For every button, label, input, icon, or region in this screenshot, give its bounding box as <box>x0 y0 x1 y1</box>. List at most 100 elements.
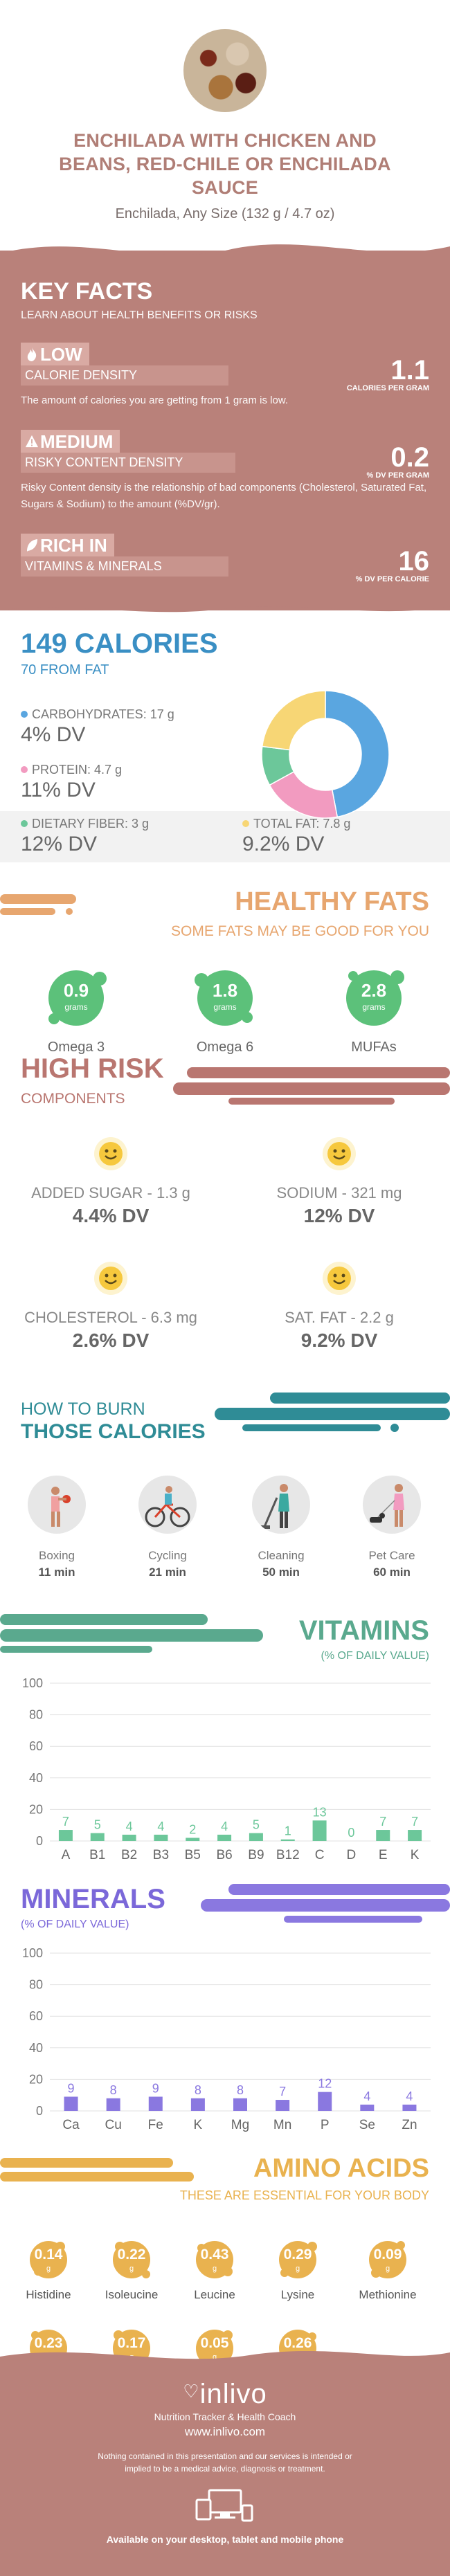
devices-icon <box>195 2489 253 2522</box>
smiley-icon <box>323 1137 356 1170</box>
amino-unit: g <box>212 2265 217 2273</box>
vitamins-title: VITAMINS <box>298 1615 429 1646</box>
boxing-icon <box>28 1476 86 1534</box>
healthy-fats-title: HEALTHY FATS <box>235 887 429 916</box>
bar-value-label: 13 <box>313 1805 327 1819</box>
bar-C <box>312 1820 327 1841</box>
bar-B12 <box>280 1839 295 1841</box>
smiley-icon <box>94 1262 127 1295</box>
bar-Se <box>360 2104 375 2111</box>
x-tick-label: Mn <box>273 2118 291 2132</box>
bar-value-label: 7 <box>279 2085 286 2098</box>
risk-cholesterol: CHOLESTEROL - 6.3 mg 2.6% DV <box>7 1261 215 1352</box>
bar-value-label: 4 <box>221 1820 228 1833</box>
y-tick-label: 20 <box>29 2072 43 2086</box>
x-tick-label: Cu <box>105 2118 122 2132</box>
vitamins-section: VITAMINS (% OF DAILY VALUE) 0 20 40 60 80 100… <box>0 1607 450 1884</box>
bar-B2 <box>122 1834 136 1841</box>
legend-dot <box>21 766 28 773</box>
amino-value: 0.17 <box>117 2335 146 2351</box>
wave-divider <box>0 594 450 613</box>
amino-acids-subtitle: THESE ARE ESSENTIAL FOR YOUR BODY <box>179 2188 429 2202</box>
food-image <box>183 29 267 112</box>
high-risk-section: HIGH RISK COMPONENTS ADDED SUGAR - 1.3 g… <box>0 1053 450 1393</box>
y-tick-label: 80 <box>29 1708 43 1722</box>
amino-histidine: 0.14 g Histidine <box>7 2237 90 2302</box>
y-tick-label: 60 <box>29 1739 43 1753</box>
y-tick-label: 20 <box>29 1802 43 1816</box>
x-tick-label: K <box>194 2118 203 2132</box>
bar-value-label: 8 <box>110 2083 117 2097</box>
x-tick-label: Ca <box>62 2118 80 2132</box>
donut-slice-total-fat <box>261 690 326 751</box>
cleaning-icon <box>252 1476 310 1534</box>
activity-boxing: Boxing 11 min <box>15 1476 98 1579</box>
amino-value: 0.29 <box>283 2247 312 2262</box>
fat-omega-3: 0.9 grams Omega 3 <box>28 963 125 1055</box>
amino-name: Leucine <box>194 2288 235 2301</box>
amino-value: 0.09 <box>373 2247 402 2262</box>
vitamins-bar-chart: 0 20 40 60 80 100 7 A 5 B1 4 B2 4 B3 2 B5 4 B6 5 B9 1 B12 13 C 0… <box>22 1676 431 1862</box>
risk-sat-fat: SAT. FAT - 2.2 g 9.2% DV <box>235 1261 443 1352</box>
x-tick-label: C <box>315 1848 325 1862</box>
amino-unit: g <box>212 2353 217 2361</box>
disclaimer: Nothing contained in this presentation a… <box>98 2451 352 2474</box>
header: ENCHILADA WITH CHICKEN AND BEANS, RED-CH… <box>0 29 450 251</box>
website-link[interactable]: www.inlivo.com <box>184 2425 266 2438</box>
bar-value-label: 5 <box>94 1818 101 1832</box>
y-tick-label: 100 <box>22 1946 43 1960</box>
x-tick-label: B6 <box>216 1848 232 1862</box>
high-risk-title: HIGH RISK <box>21 1053 164 1084</box>
x-tick-label: K <box>411 1848 420 1862</box>
legend-dot <box>21 711 28 718</box>
smiley-icon <box>323 1262 356 1295</box>
x-tick-label: Fe <box>148 2118 163 2132</box>
decorative-stripes <box>0 2158 194 2182</box>
pet-care-icon <box>363 1476 421 1534</box>
x-tick-label: B3 <box>153 1848 169 1862</box>
bar-value-label: 4 <box>126 1820 133 1833</box>
amino-unit: g <box>295 2265 300 2273</box>
x-tick-label: D <box>347 1848 357 1862</box>
fact-description: Risky Content density is the relationshi… <box>21 482 427 510</box>
minerals-subtitle: (% OF DAILY VALUE) <box>21 1919 129 1930</box>
y-tick-label: 40 <box>29 2041 43 2055</box>
macro-carbohydrates: CARBOHYDRATES: 17 g 4% DV <box>21 707 174 746</box>
fact-level: RICH IN <box>21 534 114 556</box>
amino-value: 0.14 <box>34 2247 63 2262</box>
heart-icon: ♡ <box>183 2381 200 2402</box>
bar-value-label: 7 <box>62 1815 69 1829</box>
x-tick-label: B5 <box>185 1848 201 1862</box>
y-tick-label: 0 <box>36 2104 43 2118</box>
fact-risky-density: MEDIUM RISKY CONTENT DENSITY 0.2 % DV PE… <box>21 430 429 513</box>
y-tick-label: 0 <box>36 1834 43 1848</box>
cycling-icon <box>138 1476 197 1534</box>
x-tick-label: B9 <box>248 1848 264 1862</box>
fact-vitamins-minerals: RICH IN VITAMINS & MINERALS 16 % DV PER … <box>21 534 429 583</box>
risk-sodium: SODIUM - 321 mg 12% DV <box>235 1136 443 1227</box>
activity-pet-care: Pet Care 60 min <box>350 1476 433 1579</box>
smiley-icon <box>94 1137 127 1170</box>
footer: ♡inlivo Nutrition Tracker & Health Coach… <box>0 2351 450 2576</box>
amino-lysine: 0.29 g Lysine <box>256 2237 339 2302</box>
key-facts-section: KEY FACTS LEARN ABOUT HEALTH BENEFITS OR… <box>0 244 450 610</box>
wave-divider <box>0 2351 450 2370</box>
bar-B1 <box>90 1833 105 1841</box>
x-tick-label: A <box>62 1848 71 1862</box>
serving-size: Enchilada, Any Size (132 g / 4.7 oz) <box>115 206 335 221</box>
x-tick-label: B2 <box>121 1848 137 1862</box>
amino-value: 0.05 <box>200 2335 229 2351</box>
decorative-stripes <box>0 894 76 915</box>
fact-value: 0.2 % DV PER GRAM <box>366 442 429 480</box>
bar-value-label: 0 <box>348 1826 354 1840</box>
macro-total-fat: TOTAL FAT: 7.8 g 9.2% DV <box>242 817 351 855</box>
x-tick-label: Se <box>359 2118 375 2132</box>
amino-name: Isoleucine <box>105 2288 159 2301</box>
decorative-stripes <box>173 1067 450 1105</box>
amino-acids-title: AMINO ACIDS <box>253 2154 429 2183</box>
inlivo-logo: ♡inlivo <box>183 2379 267 2409</box>
amino-leucine: 0.43 g Leucine <box>173 2237 256 2302</box>
bar-E <box>376 1830 390 1841</box>
calories-title: 149 CALORIES <box>21 628 218 659</box>
